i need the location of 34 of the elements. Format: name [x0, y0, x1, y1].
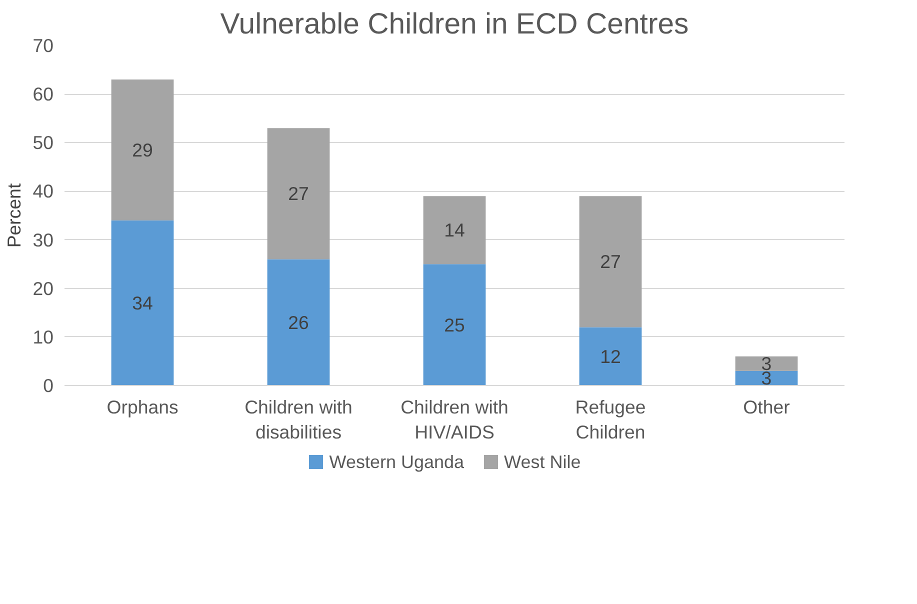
x-tick-label: Orphans	[106, 396, 178, 418]
bar	[111, 80, 174, 220]
data-label: 34	[132, 292, 153, 314]
data-label: 14	[444, 220, 465, 241]
y-tick-label: 40	[32, 180, 54, 202]
y-tick-label: 60	[32, 84, 54, 105]
bar	[579, 196, 642, 328]
data-label: 12	[600, 346, 621, 367]
x-tick-label: Children with disabilities	[244, 396, 352, 443]
bar	[111, 220, 174, 386]
y-tick-label: 50	[32, 132, 54, 154]
y-tick-label: 70	[32, 35, 54, 56]
x-tick-label: Refugee Children	[575, 396, 646, 443]
data-label: 29	[132, 139, 153, 160]
bar	[735, 356, 798, 371]
y-tick-label: 30	[32, 229, 54, 250]
data-label: 25	[444, 314, 465, 336]
bar	[423, 264, 486, 386]
bar	[267, 128, 330, 260]
y-tick-label: 0	[43, 375, 54, 396]
data-label: 27	[288, 183, 309, 204]
y-tick-label: 10	[32, 326, 54, 348]
bar	[579, 327, 642, 386]
bar	[267, 259, 330, 386]
x-tick-label: Other	[743, 396, 790, 418]
chart-title: Vulnerable Children in ECD Centres	[220, 8, 689, 40]
y-tick-label: 20	[32, 278, 54, 299]
x-tick-label: Children with HIV/AIDS	[400, 396, 508, 443]
data-label: 27	[600, 251, 621, 272]
y-axis-title: Percent	[4, 182, 25, 248]
data-label: 26	[288, 312, 309, 333]
bar	[423, 196, 486, 264]
legend-label: West Nile	[503, 452, 581, 472]
legend-label: Western Uganda	[328, 452, 464, 472]
